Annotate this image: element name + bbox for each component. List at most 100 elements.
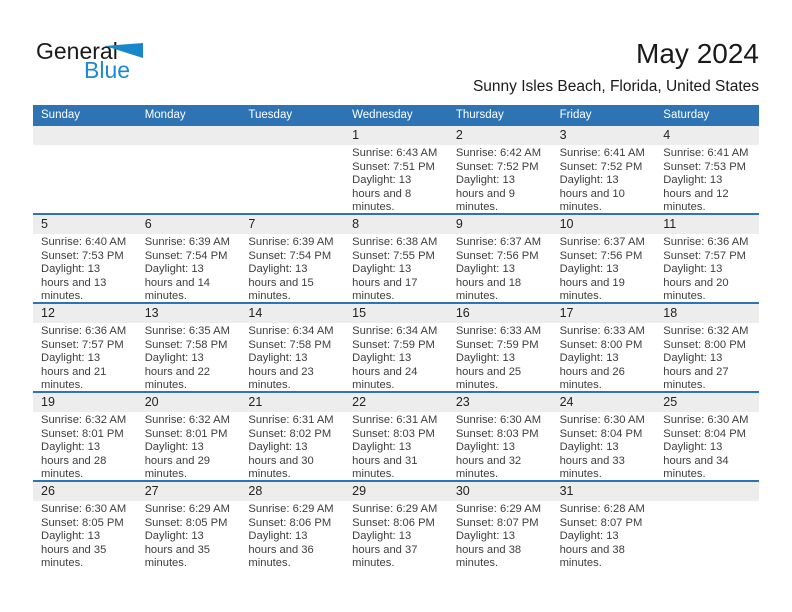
day-cell: Sunrise: 6:37 AM Sunset: 7:56 PM Daylight:… [552,234,656,304]
day-number: 20 [144,395,159,409]
sunrise-text: Sunrise: 6:40 AM [41,236,127,248]
weekday-header-saturday: Saturday [663,109,710,121]
day-number: 15 [352,306,367,320]
sunrise-text: Sunrise: 6:34 AM [248,325,334,337]
empty-day-cell [33,126,137,145]
sunset-text: Sunset: 7:56 PM [559,249,643,262]
daylight-text: Daylight: 13 hours and 38 minutes. [455,530,522,570]
sunset-text: Sunset: 7:58 PM [144,338,228,351]
day-cell: Sunrise: 6:39 AM Sunset: 7:54 PM Daylight:… [240,234,344,304]
daylight-text: Daylight: 13 hours and 27 minutes. [663,352,729,392]
day-number: 4 [663,128,671,142]
weekday-header-friday: Friday [559,109,592,121]
day-cell: Sunrise: 6:33 AM Sunset: 7:59 PM Daylight:… [448,323,552,393]
sunrise-text: Sunrise: 6:39 AM [144,236,230,248]
sunset-text: Sunset: 7:53 PM [663,160,746,173]
day-number: 21 [248,395,263,409]
day-cell: Sunrise: 6:38 AM Sunset: 7:55 PM Daylight:… [344,234,448,304]
day-number: 17 [559,306,574,320]
day-number: 30 [455,484,470,498]
daylight-text: Daylight: 13 hours and 30 minutes. [248,441,314,481]
day-number: 31 [559,484,574,498]
weekday-header-monday: Monday [144,109,186,121]
day-number: 28 [248,484,263,498]
sunset-text: Sunset: 8:01 PM [41,427,124,440]
sunrise-text: Sunrise: 6:32 AM [663,325,749,337]
day-cell: Sunrise: 6:34 AM Sunset: 7:58 PM Daylight:… [240,323,344,393]
day-number: 1 [352,128,360,142]
day-number: 14 [248,306,263,320]
sunrise-text: Sunrise: 6:30 AM [559,414,645,426]
day-content-band: Sunrise: 6:40 AM Sunset: 7:53 PM Daylight:… [33,234,759,302]
calendar-grid: Sunday Monday Tuesday Wednesday Thursday Frid… [33,105,759,569]
day-cell: Sunrise: 6:39 AM Sunset: 7:54 PM Daylight:… [137,234,241,304]
week-row: 19 20 21 22 23 24 25 Sunrise: 6:32 AM Sunset: 8:… [33,391,759,480]
day-cell: Sunrise: 6:31 AM Sunset: 8:02 PM Daylight:… [240,412,344,482]
sunrise-text: Sunrise: 6:29 AM [352,503,438,515]
sunrise-text: Sunrise: 6:29 AM [455,503,542,515]
sunset-text: Sunset: 8:05 PM [144,516,228,529]
day-number-band: 26 27 28 29 30 31 [33,482,759,501]
weekday-header-thursday: Thursday [455,109,504,121]
weekday-header-row: Sunday Monday Tuesday Wednesday Thursday Frid… [33,105,759,126]
day-cell: Sunrise: 6:37 AM Sunset: 7:56 PM Daylight:… [448,234,552,304]
day-cell: Sunrise: 6:34 AM Sunset: 7:59 PM Daylight:… [344,323,448,393]
daylight-text: Daylight: 13 hours and 37 minutes. [352,530,418,570]
day-cell: Sunrise: 6:32 AM Sunset: 8:01 PM Daylight:… [137,412,241,482]
sunset-text: Sunset: 8:04 PM [559,427,643,440]
daylight-text: Daylight: 13 hours and 19 minutes. [559,263,625,303]
day-cell: Sunrise: 6:29 AM Sunset: 8:06 PM Daylight:… [344,501,448,571]
day-content-band: Sunrise: 6:32 AM Sunset: 8:01 PM Daylight:… [33,412,759,480]
general-blue-logo: General Blue [36,40,156,86]
sunset-text: Sunset: 7:52 PM [455,160,539,173]
sunset-text: Sunset: 7:55 PM [352,249,435,262]
day-number: 12 [41,306,55,320]
sunrise-text: Sunrise: 6:36 AM [41,325,127,337]
sunrise-text: Sunrise: 6:41 AM [559,147,645,159]
day-cell: Sunrise: 6:32 AM Sunset: 8:01 PM Daylight:… [33,412,137,482]
daylight-text: Daylight: 13 hours and 32 minutes. [455,441,522,481]
empty-day-cell [655,501,759,571]
sunrise-text: Sunrise: 6:41 AM [663,147,749,159]
day-number-band: 19 20 21 22 23 24 25 [33,393,759,412]
day-number: 25 [663,395,678,409]
sunset-text: Sunset: 8:06 PM [248,516,332,529]
sunset-text: Sunset: 7:54 PM [248,249,332,262]
day-cell: Sunrise: 6:41 AM Sunset: 7:53 PM Daylight:… [655,145,759,215]
day-cell: Sunrise: 6:28 AM Sunset: 8:07 PM Daylight:… [552,501,656,571]
daylight-text: Daylight: 13 hours and 31 minutes. [352,441,418,481]
day-cell: Sunrise: 6:40 AM Sunset: 7:53 PM Daylight:… [33,234,137,304]
logo-text-general: General [36,38,118,64]
sunrise-text: Sunrise: 6:29 AM [144,503,230,515]
sunset-text: Sunset: 8:05 PM [41,516,124,529]
weeks-container: 1 2 3 4 Sunrise: 6:43 AM Sunset: 7:51 PM Dayli… [33,126,759,569]
sunrise-text: Sunrise: 6:30 AM [41,503,127,515]
daylight-text: Daylight: 13 hours and 35 minutes. [144,530,211,570]
day-number: 13 [144,306,159,320]
day-cell: Sunrise: 6:36 AM Sunset: 7:57 PM Daylight:… [655,234,759,304]
day-cell: Sunrise: 6:30 AM Sunset: 8:03 PM Daylight:… [448,412,552,482]
day-number: 16 [455,306,470,320]
day-number: 26 [41,484,55,498]
sunset-text: Sunset: 8:02 PM [248,427,332,440]
daylight-text: Daylight: 13 hours and 21 minutes. [41,352,107,392]
empty-day-cell [655,482,759,501]
day-cell: Sunrise: 6:30 AM Sunset: 8:05 PM Daylight:… [33,501,137,571]
day-cell: Sunrise: 6:33 AM Sunset: 8:00 PM Daylight:… [552,323,656,393]
sunrise-text: Sunrise: 6:36 AM [663,236,749,248]
sunrise-text: Sunrise: 6:32 AM [144,414,230,426]
sunset-text: Sunset: 7:56 PM [455,249,539,262]
empty-day-cell [137,126,241,145]
day-number: 11 [663,217,677,231]
sunrise-text: Sunrise: 6:39 AM [248,236,334,248]
day-number: 3 [559,128,567,142]
day-cell: Sunrise: 6:29 AM Sunset: 8:07 PM Daylight:… [448,501,552,571]
daylight-text: Daylight: 13 hours and 20 minutes. [663,263,729,303]
day-content-band: Sunrise: 6:30 AM Sunset: 8:05 PM Daylight:… [33,501,759,569]
sunset-text: Sunset: 7:54 PM [144,249,228,262]
day-number: 24 [559,395,574,409]
day-number: 29 [352,484,367,498]
sunset-text: Sunset: 8:03 PM [352,427,435,440]
sunset-text: Sunset: 8:07 PM [559,516,643,529]
